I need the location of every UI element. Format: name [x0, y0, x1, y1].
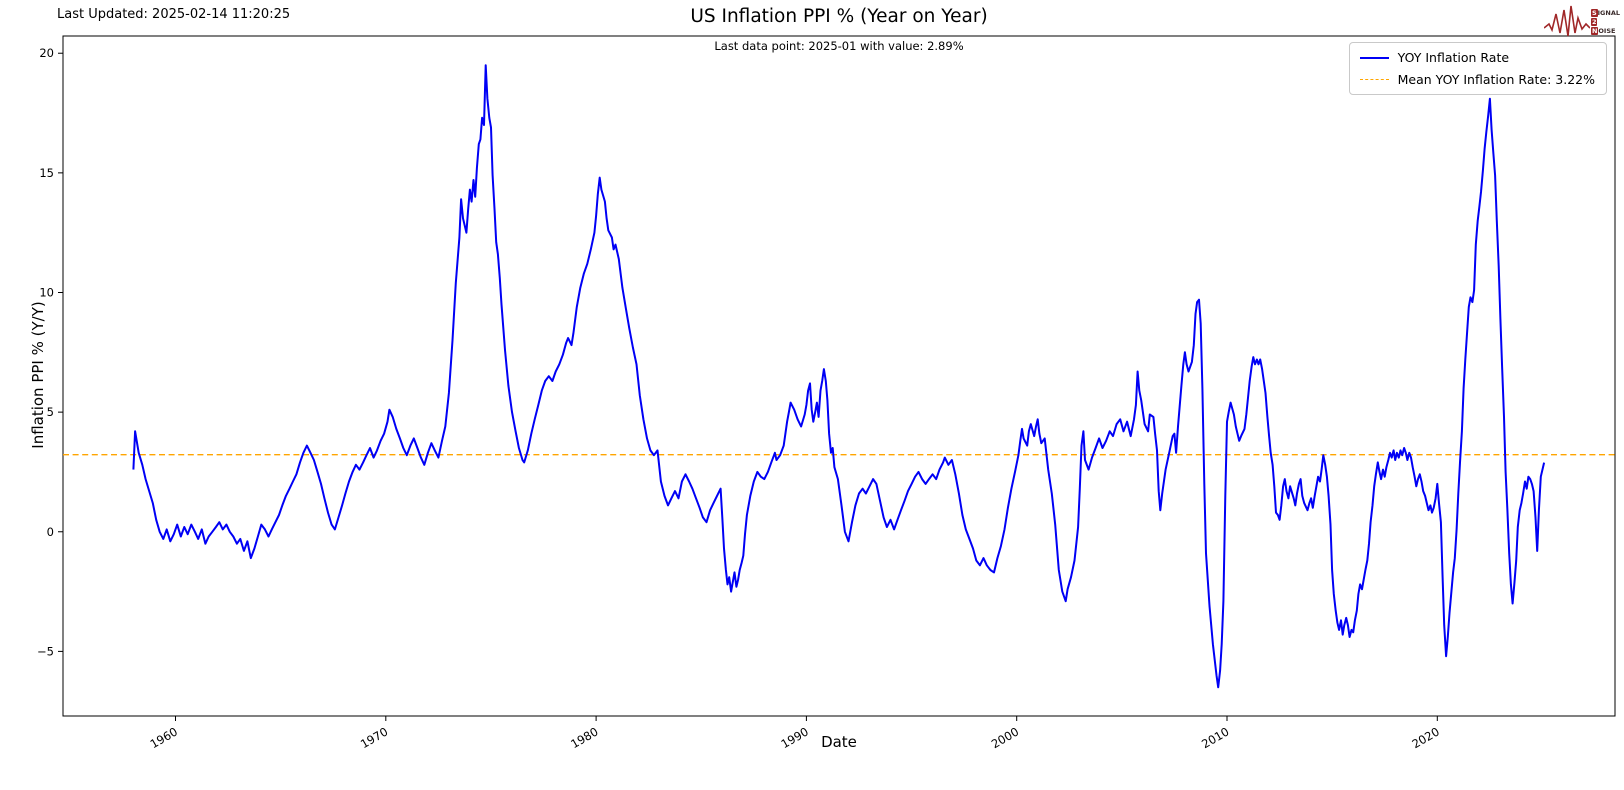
last-updated-text: Last Updated: 2025-02-14 11:20:25: [57, 7, 291, 22]
legend: YOY Inflation Rate Mean YOY Inflation Ra…: [1348, 42, 1607, 95]
chart-subtitle: Last data point: 2025-01 with value: 2.8…: [714, 39, 964, 53]
logo-row-signal: S IGNAL: [1590, 9, 1620, 17]
y-tick-label: 0: [47, 525, 54, 539]
y-tick-label: 20: [39, 46, 54, 60]
logo-row-2: 2: [1590, 18, 1620, 26]
legend-entry-mean: Mean YOY Inflation Rate: 3.22%: [1359, 72, 1595, 87]
waveform-icon: [1543, 5, 1590, 37]
yoy-inflation-line: [132, 64, 1546, 689]
legend-line-sample-dashed: [1359, 79, 1389, 80]
logo-box-s: S: [1590, 9, 1598, 17]
legend-label: Mean YOY Inflation Rate: 3.22%: [1397, 72, 1595, 87]
logo-row-noise: N OISE: [1590, 27, 1616, 35]
legend-entry-yoy: YOY Inflation Rate: [1359, 50, 1595, 65]
logo-text: S IGNAL 2 N OISE: [1590, 9, 1620, 37]
y-axis-label: Inflation PPI % (Y/Y): [29, 301, 47, 449]
y-tick-label: −5: [37, 644, 54, 658]
logo-box-2: 2: [1590, 18, 1598, 26]
x-axis-label: Date: [821, 733, 857, 751]
plot-frame: [62, 35, 1616, 717]
signal2noise-logo: S IGNAL 2 N OISE: [1543, 3, 1620, 37]
y-tick-label: 10: [39, 285, 54, 299]
logo-box-n: N: [1590, 27, 1599, 35]
legend-label: YOY Inflation Rate: [1397, 50, 1510, 65]
legend-line-sample-solid: [1359, 56, 1389, 59]
y-tick-label: 5: [47, 405, 54, 419]
y-tick-label: 15: [39, 166, 54, 180]
chart-title: US Inflation PPI % (Year on Year): [690, 6, 988, 27]
